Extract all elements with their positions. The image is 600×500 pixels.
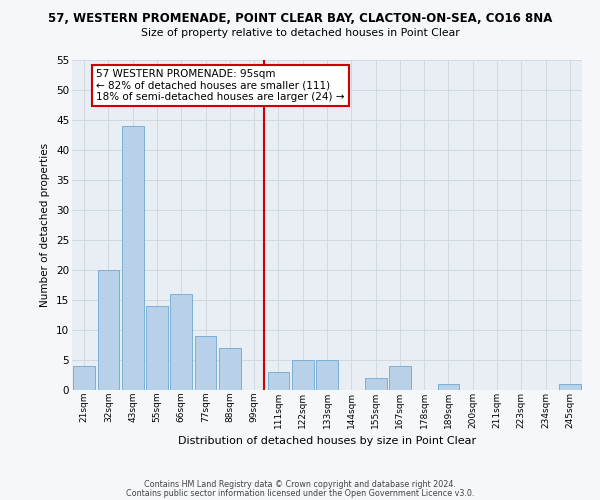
Bar	[146, 306, 168, 390]
Bar	[437, 384, 460, 390]
Bar	[73, 366, 95, 390]
Bar	[268, 372, 289, 390]
Bar	[365, 378, 386, 390]
Bar	[122, 126, 143, 390]
Bar	[170, 294, 192, 390]
Text: 57, WESTERN PROMENADE, POINT CLEAR BAY, CLACTON-ON-SEA, CO16 8NA: 57, WESTERN PROMENADE, POINT CLEAR BAY, …	[48, 12, 552, 26]
Text: 57 WESTERN PROMENADE: 95sqm
← 82% of detached houses are smaller (111)
18% of se: 57 WESTERN PROMENADE: 95sqm ← 82% of det…	[96, 69, 345, 102]
Bar	[316, 360, 338, 390]
Text: Contains public sector information licensed under the Open Government Licence v3: Contains public sector information licen…	[126, 489, 474, 498]
Bar	[559, 384, 581, 390]
X-axis label: Distribution of detached houses by size in Point Clear: Distribution of detached houses by size …	[178, 436, 476, 446]
Text: Contains HM Land Registry data © Crown copyright and database right 2024.: Contains HM Land Registry data © Crown c…	[144, 480, 456, 489]
Bar	[219, 348, 241, 390]
Bar	[389, 366, 411, 390]
Bar	[194, 336, 217, 390]
Y-axis label: Number of detached properties: Number of detached properties	[40, 143, 50, 307]
Bar	[97, 270, 119, 390]
Bar	[292, 360, 314, 390]
Text: Size of property relative to detached houses in Point Clear: Size of property relative to detached ho…	[140, 28, 460, 38]
